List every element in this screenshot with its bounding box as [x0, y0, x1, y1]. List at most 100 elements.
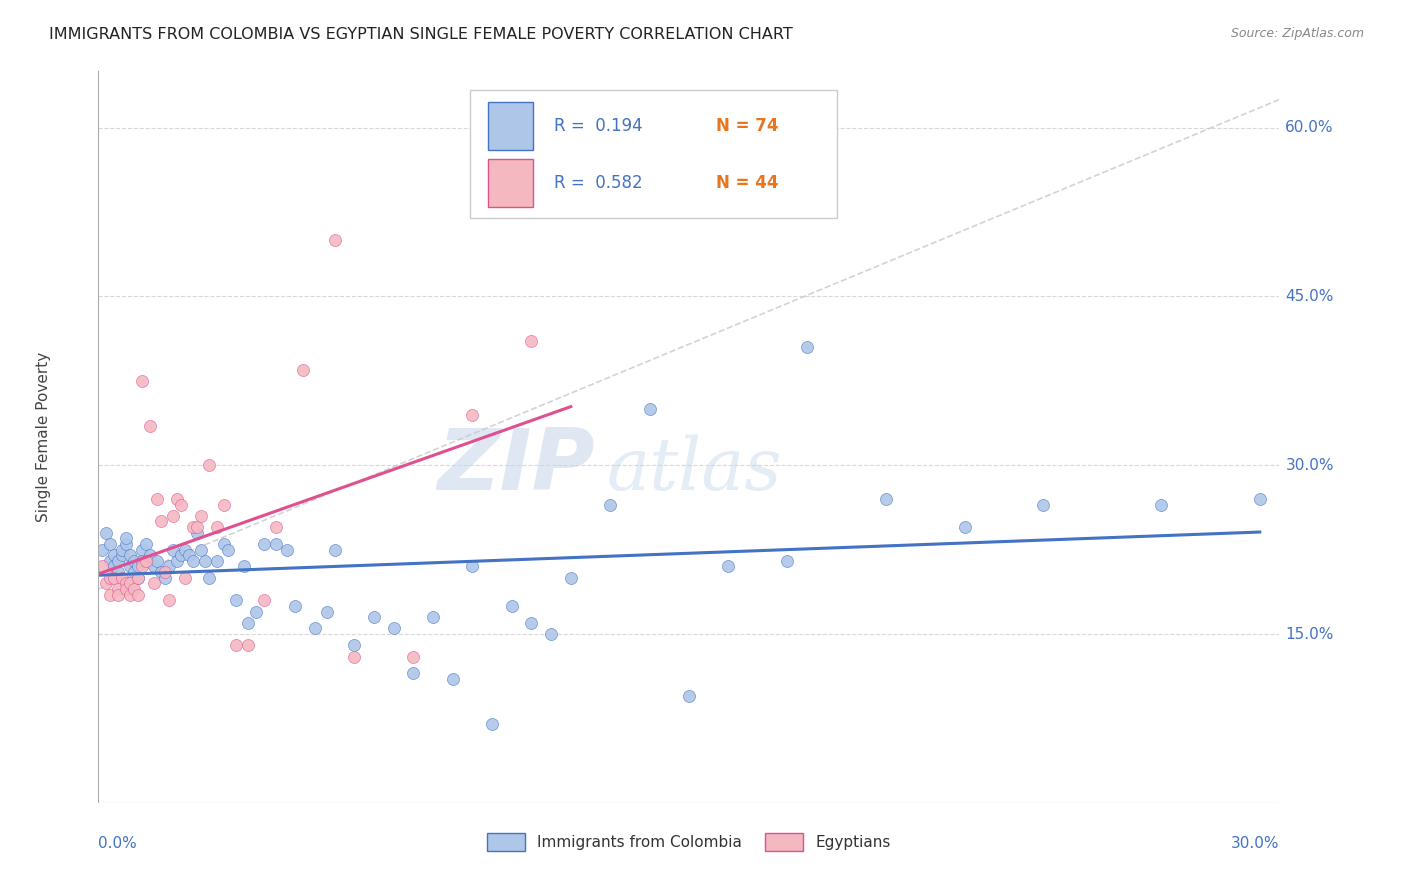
Point — [225, 638, 247, 652]
Point — [264, 537, 287, 551]
Point — [441, 672, 464, 686]
Text: 45.0%: 45.0% — [1285, 289, 1334, 304]
Point — [253, 593, 276, 607]
Text: IMMIGRANTS FROM COLOMBIA VS EGYPTIAN SINGLE FEMALE POVERTY CORRELATION CHART: IMMIGRANTS FROM COLOMBIA VS EGYPTIAN SIN… — [49, 27, 793, 42]
Point — [146, 491, 169, 506]
Point — [217, 542, 239, 557]
Point — [1032, 498, 1054, 512]
Point — [186, 525, 208, 540]
Text: N = 74: N = 74 — [716, 117, 779, 135]
Point — [276, 542, 298, 557]
Point — [194, 554, 217, 568]
Point — [138, 418, 160, 433]
Point — [155, 571, 177, 585]
Point — [461, 559, 484, 574]
Point — [170, 548, 193, 562]
Point — [127, 571, 149, 585]
Point — [402, 666, 425, 681]
Point — [118, 576, 141, 591]
Text: 30.0%: 30.0% — [1232, 836, 1279, 851]
Point — [796, 340, 818, 354]
Text: R =  0.582: R = 0.582 — [554, 174, 643, 192]
Point — [118, 588, 141, 602]
Point — [111, 548, 134, 562]
Point — [343, 638, 366, 652]
Point — [717, 559, 740, 574]
Point — [422, 610, 444, 624]
Point — [315, 605, 337, 619]
Point — [157, 559, 180, 574]
Point — [122, 565, 145, 579]
Point — [186, 520, 208, 534]
Point — [127, 559, 149, 574]
Point — [363, 610, 385, 624]
Point — [103, 548, 125, 562]
Point — [131, 554, 153, 568]
Point — [115, 576, 138, 591]
Text: Single Female Poverty: Single Female Poverty — [37, 352, 51, 522]
Point — [146, 554, 169, 568]
Point — [520, 615, 543, 630]
Legend: Immigrants from Colombia, Egyptians: Immigrants from Colombia, Egyptians — [481, 827, 897, 857]
Point — [323, 542, 346, 557]
Point — [225, 593, 247, 607]
Point — [560, 571, 582, 585]
Point — [122, 582, 145, 596]
Point — [174, 542, 197, 557]
Point — [107, 582, 129, 596]
Text: 30.0%: 30.0% — [1285, 458, 1334, 473]
Point — [166, 554, 188, 568]
Point — [118, 559, 141, 574]
Point — [177, 548, 200, 562]
Text: 60.0%: 60.0% — [1285, 120, 1334, 135]
Point — [343, 649, 366, 664]
Point — [382, 621, 405, 635]
Point — [142, 559, 165, 574]
Point — [638, 401, 661, 416]
Point — [98, 571, 121, 585]
FancyBboxPatch shape — [471, 89, 837, 218]
Point — [197, 458, 219, 473]
Point — [214, 498, 236, 512]
Point — [599, 498, 621, 512]
Text: 15.0%: 15.0% — [1285, 626, 1334, 641]
Point — [304, 621, 326, 635]
Point — [323, 233, 346, 247]
Point — [91, 559, 114, 574]
Point — [214, 537, 236, 551]
Point — [197, 571, 219, 585]
Point — [96, 576, 118, 591]
Point — [111, 571, 134, 585]
Point — [205, 554, 228, 568]
Point — [181, 554, 204, 568]
Point — [190, 508, 212, 523]
Point — [98, 554, 121, 568]
Text: Source: ZipAtlas.com: Source: ZipAtlas.com — [1230, 27, 1364, 40]
Text: ZIP: ZIP — [437, 425, 595, 508]
Point — [107, 554, 129, 568]
Point — [118, 548, 141, 562]
Point — [150, 565, 173, 579]
Point — [135, 537, 157, 551]
Point — [98, 537, 121, 551]
Point — [1150, 498, 1173, 512]
Point — [150, 515, 173, 529]
Point — [131, 374, 153, 388]
Point — [170, 498, 193, 512]
Point — [233, 559, 256, 574]
Point — [236, 638, 259, 652]
Point — [501, 599, 523, 613]
Point — [174, 571, 197, 585]
Point — [96, 525, 118, 540]
Point — [181, 520, 204, 534]
Point — [115, 532, 138, 546]
Point — [461, 408, 484, 422]
Point — [520, 334, 543, 349]
Point — [127, 588, 149, 602]
Point — [157, 593, 180, 607]
Point — [205, 520, 228, 534]
Point — [107, 588, 129, 602]
Point — [155, 565, 177, 579]
Point — [264, 520, 287, 534]
Point — [236, 615, 259, 630]
